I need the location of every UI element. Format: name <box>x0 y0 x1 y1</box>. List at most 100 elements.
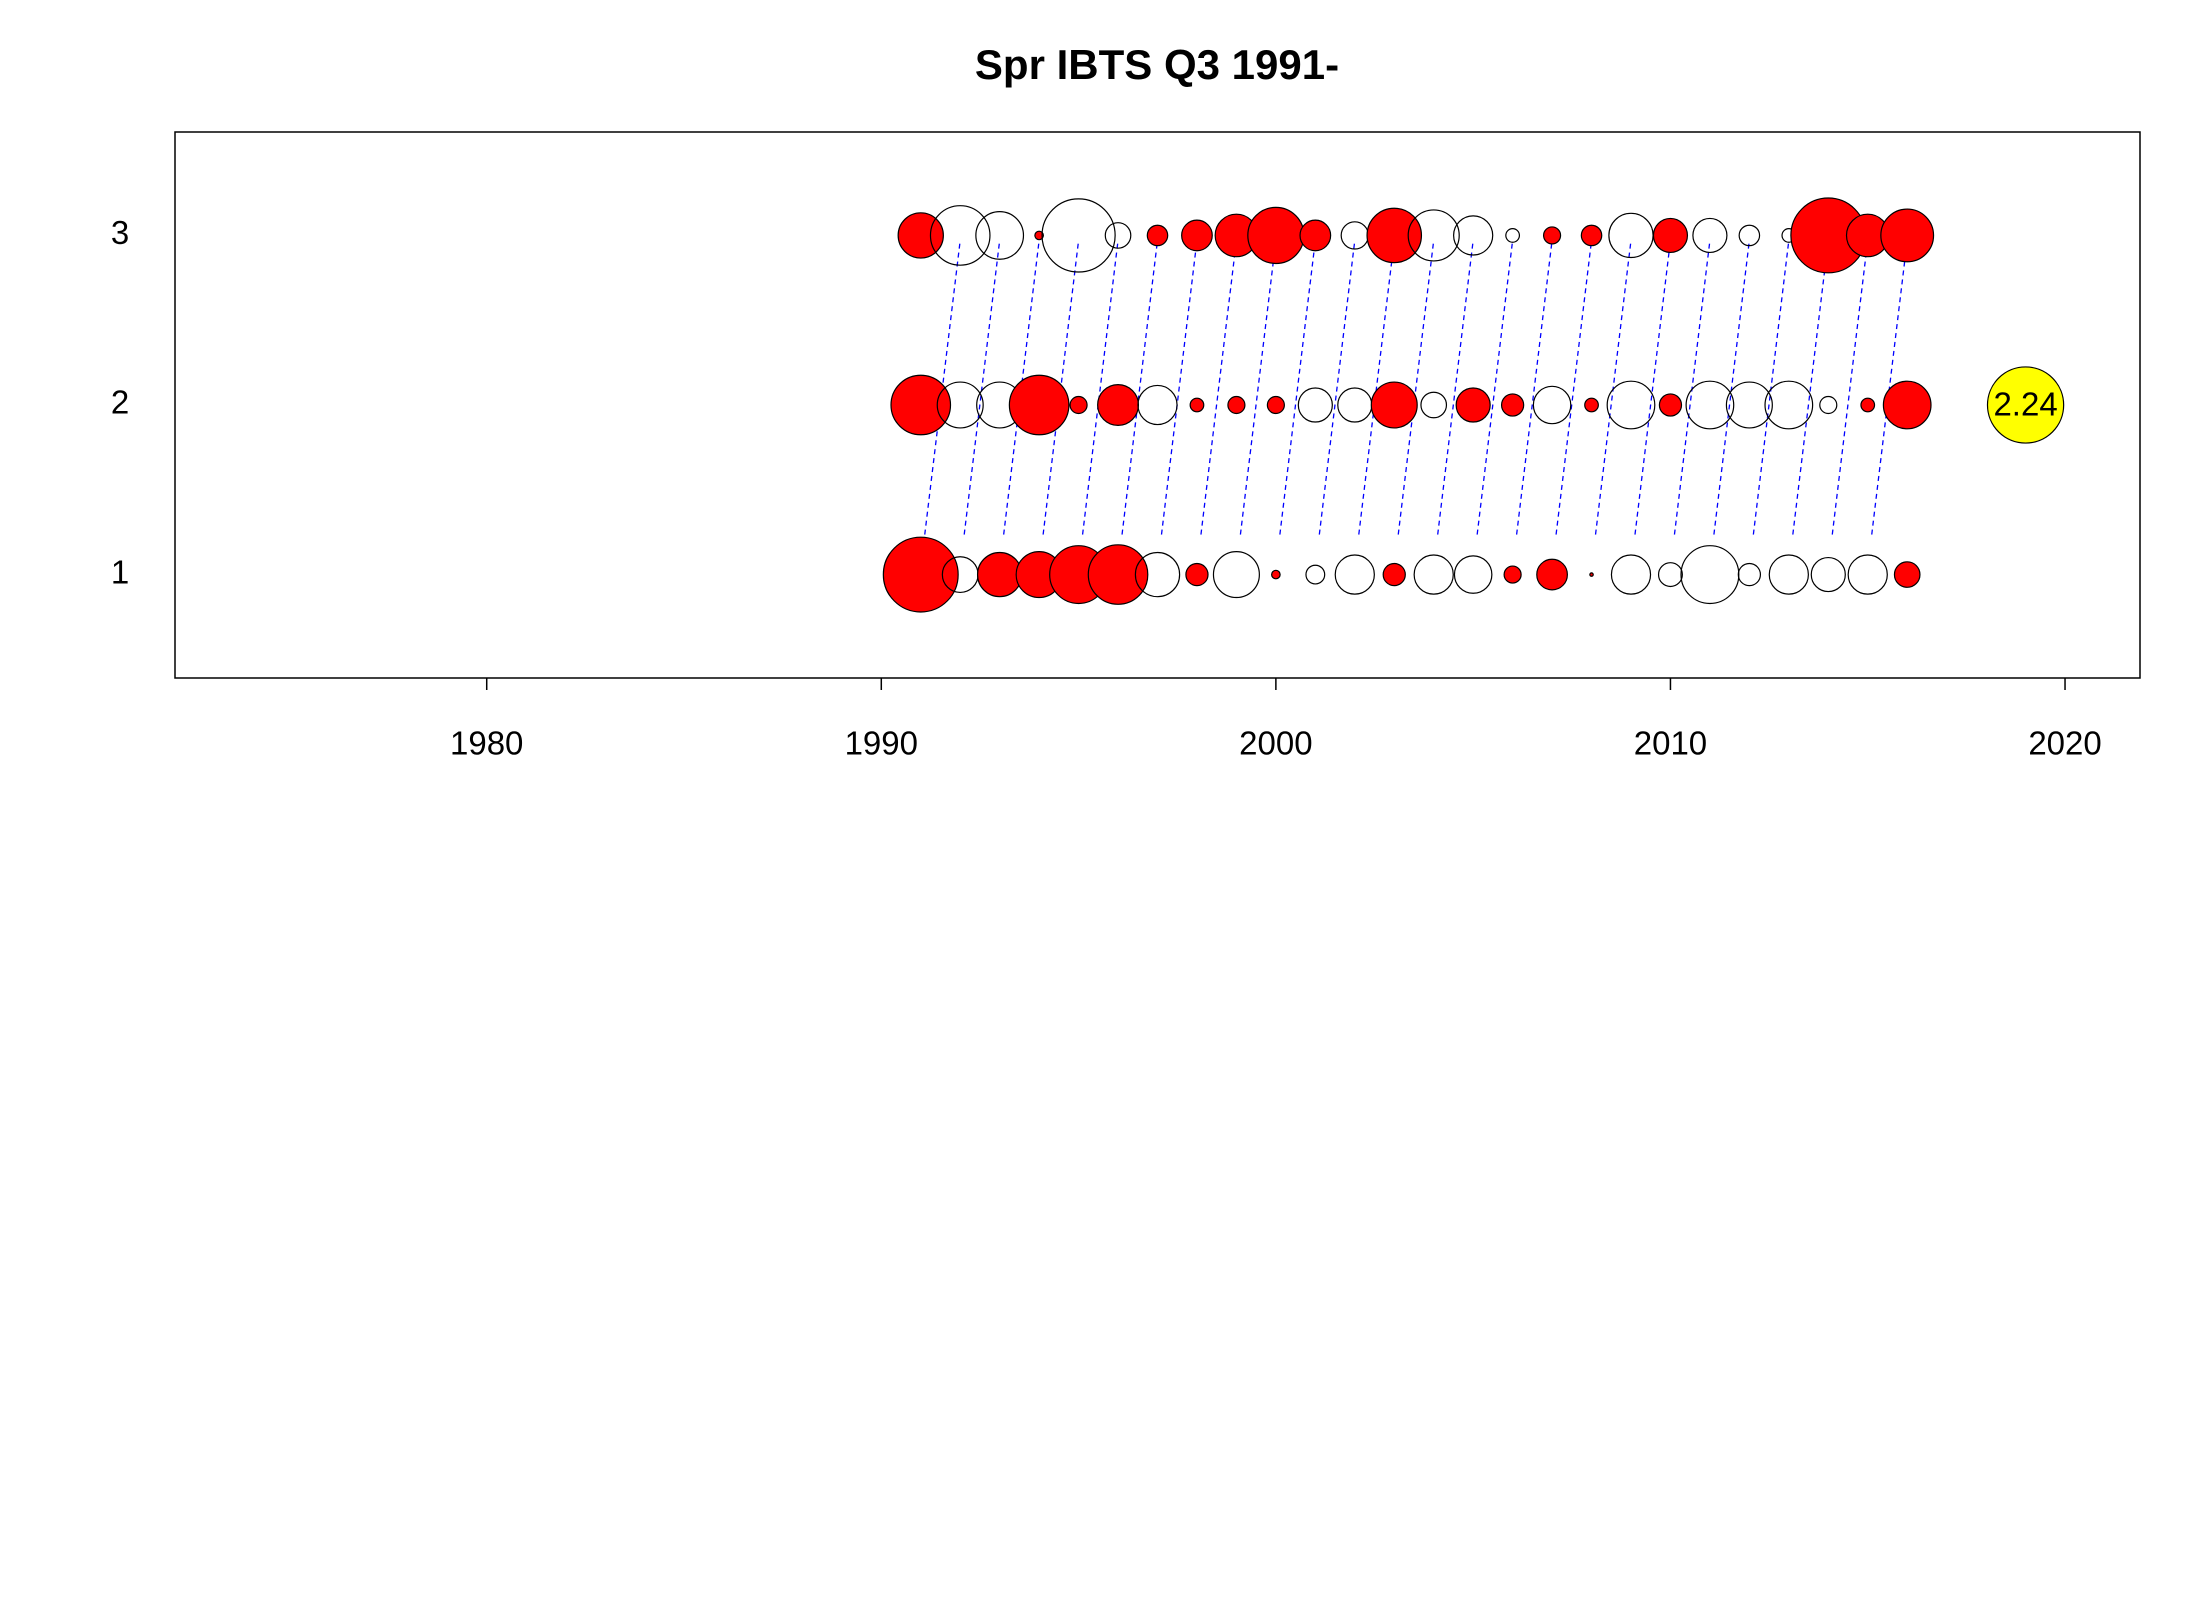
bubble <box>1413 554 1454 595</box>
cohort-line <box>1358 240 1395 535</box>
cohort-line <box>1437 240 1474 535</box>
cohort-line <box>1397 240 1435 535</box>
x-tick-label: 2010 <box>1634 725 1707 762</box>
bubble <box>1505 228 1521 243</box>
bubble <box>1882 380 1932 430</box>
bubble <box>1610 554 1652 595</box>
bubble <box>1692 217 1728 254</box>
bubble <box>1860 397 1876 413</box>
bubble <box>1589 572 1594 577</box>
bubble <box>1137 384 1178 426</box>
bubble <box>1764 380 1814 430</box>
cohort-line <box>1121 240 1159 535</box>
reference-label: 2.24 <box>1993 386 2057 423</box>
bubble <box>1189 397 1205 413</box>
cohort-line <box>1831 240 1869 535</box>
chart-title: Spr IBTS Q3 1991- <box>975 41 1339 88</box>
bubble <box>1768 554 1809 595</box>
bubble <box>936 381 984 429</box>
bubble <box>1181 219 1213 252</box>
cohort-line <box>1555 240 1593 535</box>
bubble <box>1657 562 1683 588</box>
bubble <box>1334 554 1375 595</box>
bubble <box>1297 387 1333 423</box>
bubble <box>1500 393 1525 417</box>
cohort-line <box>1515 240 1553 535</box>
bubble <box>1847 554 1888 595</box>
bubble <box>1034 230 1044 241</box>
cohort-line <box>1279 240 1316 535</box>
x-tick-label: 1980 <box>450 725 523 762</box>
bubble <box>1299 219 1332 252</box>
cohort-line <box>1713 240 1751 535</box>
cohort-line <box>1160 240 1198 535</box>
bubble <box>1087 544 1149 605</box>
y-tick-label: 2 <box>111 384 129 421</box>
cohort-line <box>1634 240 1672 535</box>
bubble <box>1247 206 1305 265</box>
bubble <box>1097 384 1140 427</box>
bubble <box>1455 387 1491 423</box>
bubble <box>1212 551 1260 599</box>
bubble <box>1658 393 1683 417</box>
cohort-line <box>963 240 1001 535</box>
bubble <box>1542 226 1562 245</box>
bubble <box>890 374 952 436</box>
y-tick-label: 3 <box>111 214 129 251</box>
cohort-line <box>1673 240 1711 535</box>
bubble <box>929 205 991 266</box>
bubble <box>1370 381 1418 429</box>
bubble <box>1584 397 1599 413</box>
x-tick-label: 2000 <box>1239 725 1312 762</box>
bubble <box>975 211 1025 260</box>
bubble <box>882 536 959 613</box>
bubble <box>1069 395 1088 415</box>
bubble <box>1819 395 1838 415</box>
bubble <box>1536 558 1568 591</box>
bubble <box>1810 556 1846 593</box>
cohort-line <box>1792 240 1829 535</box>
cohort-line <box>1476 240 1514 535</box>
bubble <box>1725 381 1773 429</box>
cohort-line <box>1752 240 1790 535</box>
y-tick-label: 1 <box>111 553 129 590</box>
bubble <box>1893 561 1921 588</box>
bubble <box>1041 198 1116 273</box>
bubble <box>1134 551 1181 598</box>
cohort-line <box>1081 240 1119 535</box>
bubble <box>1008 374 1070 436</box>
bubble <box>1580 224 1603 247</box>
bubble <box>1680 545 1740 605</box>
bubble <box>1453 555 1493 594</box>
bubble <box>1340 221 1369 250</box>
bubble <box>1266 395 1285 415</box>
cohort-line <box>1200 240 1238 535</box>
bubble <box>1608 212 1654 259</box>
bubble <box>1420 391 1448 419</box>
bubble <box>1104 222 1132 249</box>
bubble <box>1271 569 1281 580</box>
bubble <box>976 551 1023 598</box>
bubble <box>1305 564 1326 585</box>
plot-frame <box>174 131 2141 679</box>
bubble <box>1185 562 1209 587</box>
bubble <box>941 556 979 594</box>
reference-bubble <box>1986 366 2065 444</box>
bubble <box>1606 380 1656 430</box>
bubble <box>1382 562 1406 587</box>
x-tick-label: 2020 <box>2028 725 2101 762</box>
cohort-line <box>1239 240 1277 535</box>
cohort-line <box>1594 240 1632 535</box>
bubble <box>1366 207 1423 264</box>
cohort-line <box>1871 240 1908 535</box>
bubble <box>1652 217 1689 254</box>
bubble <box>1738 224 1761 247</box>
bubble <box>1737 562 1762 587</box>
bubble <box>1146 224 1169 247</box>
bubble <box>1337 387 1373 423</box>
bubble <box>1453 215 1494 256</box>
bubble <box>1880 208 1935 263</box>
cohort-line <box>1318 240 1356 535</box>
